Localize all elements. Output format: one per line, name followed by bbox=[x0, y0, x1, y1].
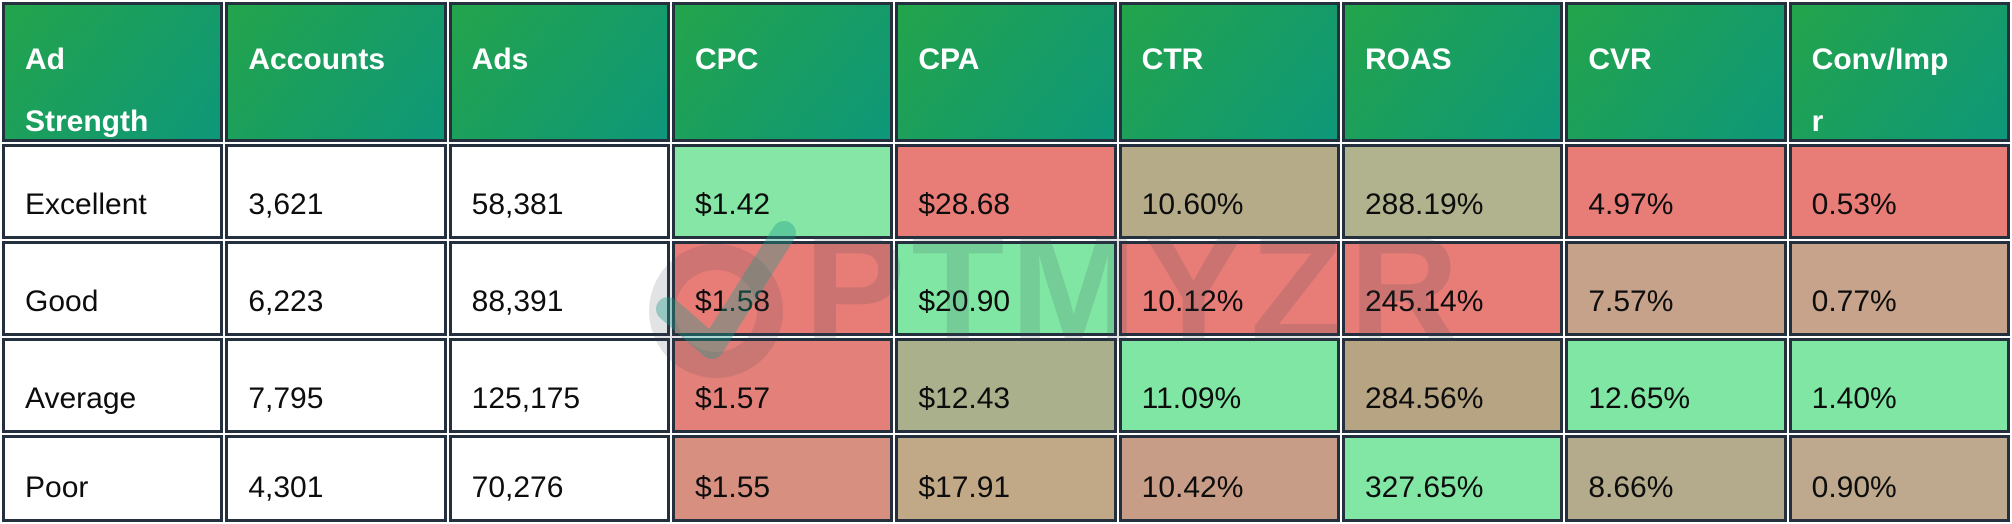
cell-average-cvr: 12.65% bbox=[1565, 338, 1787, 433]
header-line: Conv/Imp bbox=[1811, 43, 1949, 76]
cell-good-accounts: 6,223 bbox=[225, 241, 447, 336]
cell-poor-accounts: 4,301 bbox=[225, 435, 447, 522]
cell-poor-ctr: 10.42% bbox=[1118, 435, 1340, 522]
column-header-cvr: CVR bbox=[1565, 2, 1787, 142]
column-header-roas: ROAS bbox=[1341, 2, 1564, 142]
cell-good-ctr: 10.12% bbox=[1118, 241, 1340, 336]
header-line: ROAS bbox=[1364, 43, 1452, 76]
cell-excellent-cpa: $28.68 bbox=[895, 144, 1117, 239]
cell-good-conv-impr: 0.77% bbox=[1788, 241, 2010, 336]
cell-excellent-conv-impr: 0.53% bbox=[1788, 144, 2010, 239]
cell-poor-ads: 70,276 bbox=[448, 435, 670, 522]
column-header-ctr: CTR bbox=[1118, 2, 1340, 142]
row-label-poor: Poor bbox=[2, 435, 224, 522]
cell-average-ctr: 11.09% bbox=[1118, 338, 1340, 433]
row-label-average: Average bbox=[2, 338, 224, 433]
header-line: CPA bbox=[918, 43, 980, 76]
cell-excellent-cpc: $1.42 bbox=[671, 144, 894, 239]
column-header-accounts: Accounts bbox=[225, 2, 447, 142]
cell-average-roas: 284.56% bbox=[1341, 338, 1564, 433]
column-header-cpa: CPA bbox=[895, 2, 1117, 142]
header-line: Strength bbox=[25, 105, 149, 138]
row-label-excellent: Excellent bbox=[2, 144, 224, 239]
cell-poor-cpa: $17.91 bbox=[895, 435, 1117, 522]
header-line: CPC bbox=[694, 43, 759, 76]
column-header-ad-strength: Ad Strength bbox=[2, 2, 224, 142]
cell-excellent-roas: 288.19% bbox=[1341, 144, 1564, 239]
cell-good-cpa: $20.90 bbox=[895, 241, 1117, 336]
header-line: Ads bbox=[471, 43, 529, 76]
cell-average-cpa: $12.43 bbox=[895, 338, 1117, 433]
cell-excellent-ctr: 10.60% bbox=[1118, 144, 1340, 239]
cell-good-roas: 245.14% bbox=[1341, 241, 1564, 336]
header-line: Ad bbox=[25, 43, 65, 76]
cell-excellent-ads: 58,381 bbox=[448, 144, 670, 239]
cell-poor-roas: 327.65% bbox=[1341, 435, 1564, 522]
cell-average-conv-impr: 1.40% bbox=[1788, 338, 2010, 433]
column-header-conv-impr: Conv/Imp r bbox=[1788, 2, 2010, 142]
row-label-good: Good bbox=[2, 241, 224, 336]
header-line: Accounts bbox=[248, 43, 386, 76]
column-header-ads: Ads bbox=[448, 2, 670, 142]
header-line: CVR bbox=[1588, 43, 1652, 76]
cell-poor-cvr: 8.66% bbox=[1565, 435, 1787, 522]
column-header-cpc: CPC bbox=[671, 2, 894, 142]
header-line: r bbox=[1811, 105, 1824, 138]
cell-average-cpc: $1.57 bbox=[671, 338, 894, 433]
cell-poor-cpc: $1.55 bbox=[671, 435, 894, 522]
cell-excellent-cvr: 4.97% bbox=[1565, 144, 1787, 239]
cell-good-ads: 88,391 bbox=[448, 241, 670, 336]
cell-poor-conv-impr: 0.90% bbox=[1788, 435, 2010, 522]
cell-average-ads: 125,175 bbox=[448, 338, 670, 433]
cell-average-accounts: 7,795 bbox=[225, 338, 447, 433]
cell-good-cvr: 7.57% bbox=[1565, 241, 1787, 336]
cell-good-cpc: $1.58 bbox=[671, 241, 894, 336]
cell-excellent-accounts: 3,621 bbox=[225, 144, 447, 239]
header-line: CTR bbox=[1141, 43, 1204, 76]
